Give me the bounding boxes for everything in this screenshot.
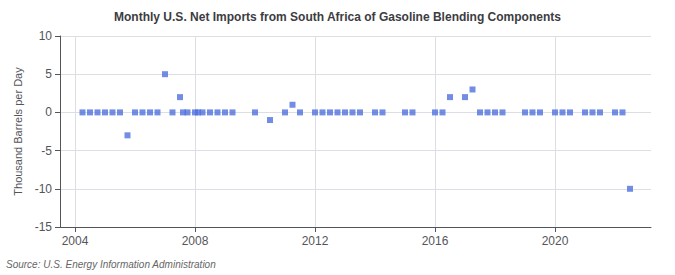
svg-text:-5: -5 — [41, 144, 52, 158]
svg-text:2004: 2004 — [62, 234, 89, 248]
svg-text:5: 5 — [45, 67, 52, 81]
svg-text:Monthly U.S. Net Imports from: Monthly U.S. Net Imports from South Afri… — [114, 10, 561, 24]
svg-text:-10: -10 — [35, 182, 53, 196]
svg-text:Thousand Barrels per Day: Thousand Barrels per Day — [12, 67, 24, 196]
svg-text:10: 10 — [39, 29, 53, 43]
svg-text:-15: -15 — [35, 220, 53, 234]
svg-text:0: 0 — [45, 105, 52, 119]
svg-text:2012: 2012 — [302, 234, 329, 248]
svg-text:2020: 2020 — [542, 234, 569, 248]
svg-text:2008: 2008 — [182, 234, 209, 248]
svg-text:2016: 2016 — [422, 234, 449, 248]
svg-text:Source: U.S. Energy Informatio: Source: U.S. Energy Information Administ… — [6, 259, 216, 270]
